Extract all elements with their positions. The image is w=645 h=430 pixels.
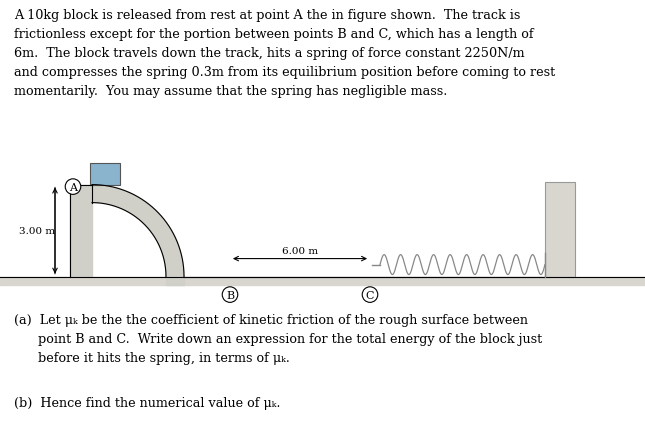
Bar <box>90 163 120 185</box>
Bar <box>545 182 575 277</box>
Polygon shape <box>92 185 184 277</box>
Text: A 10kg block is released from rest at point A the in figure shown.  The track is: A 10kg block is released from rest at po… <box>14 9 555 98</box>
Text: 6.00 m: 6.00 m <box>282 246 318 255</box>
Text: (a)  Let μₖ be the the coefficient of kinetic friction of the rough surface betw: (a) Let μₖ be the the coefficient of kin… <box>14 313 542 364</box>
Text: B: B <box>226 290 234 300</box>
Text: (b)  Hence find the numerical value of μₖ.: (b) Hence find the numerical value of μₖ… <box>14 396 281 409</box>
Text: A: A <box>69 182 77 192</box>
Polygon shape <box>166 277 184 285</box>
Text: C: C <box>366 290 374 300</box>
Text: 3.00 m: 3.00 m <box>19 227 55 236</box>
